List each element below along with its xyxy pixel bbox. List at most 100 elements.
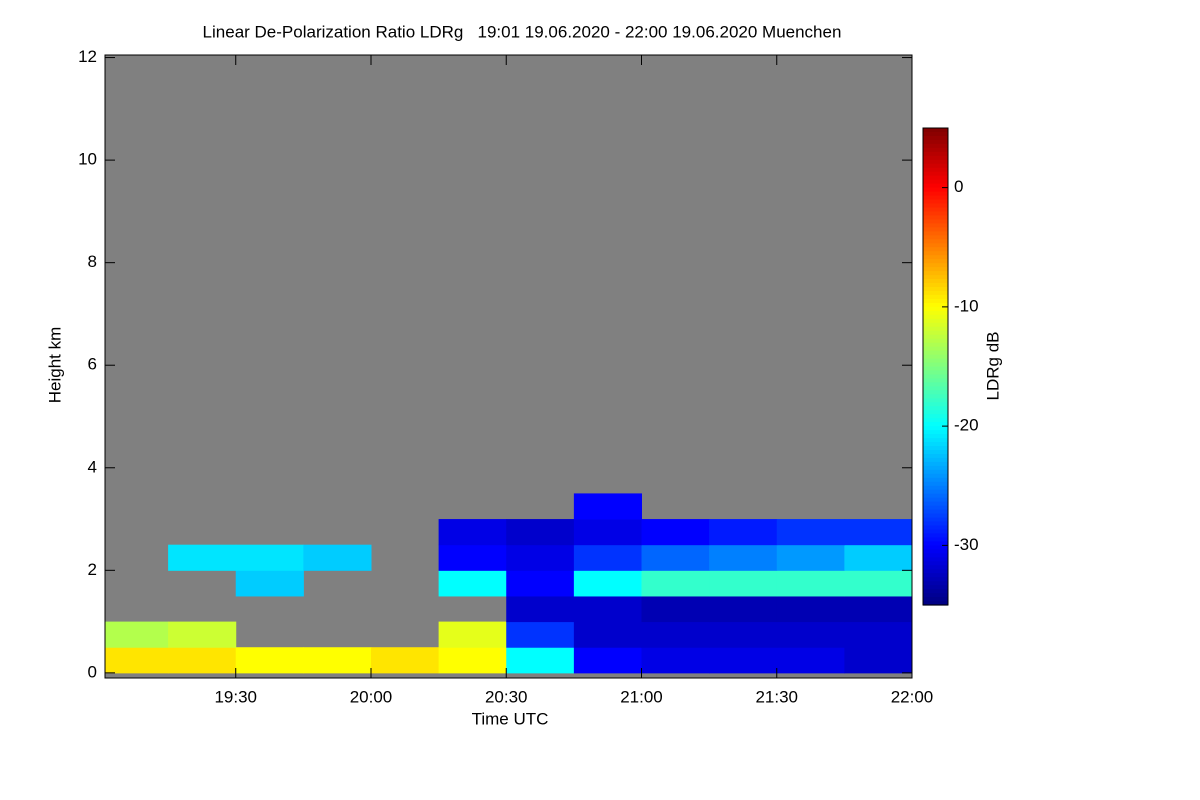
colorbar-swatch [923, 338, 948, 344]
colorbar-swatch [923, 227, 948, 232]
colorbar-swatch [923, 453, 948, 459]
colorbar-swatch [923, 573, 948, 578]
colorbar-swatch [923, 279, 948, 284]
colorbar-swatch [923, 223, 948, 228]
colorbar-swatch [923, 350, 948, 356]
heatmap-cell [641, 570, 710, 597]
colorbar-swatch [923, 497, 948, 503]
colorbar-swatch [923, 290, 948, 296]
colorbar-swatch [923, 354, 948, 360]
colorbar-swatch [923, 505, 948, 511]
colorbar-swatch [923, 322, 948, 328]
heatmap-cell [573, 570, 642, 597]
x-tick-label: 20:00 [350, 687, 393, 706]
heatmap-cell [709, 519, 778, 546]
heatmap-cell [506, 647, 575, 674]
colorbar-swatch [923, 545, 948, 550]
colorbar-swatch [923, 533, 948, 539]
colorbar-swatch [923, 366, 948, 372]
heatmap-cell [235, 570, 304, 597]
colorbar-swatch [923, 370, 948, 376]
heatmap-cell [303, 647, 372, 674]
colorbar-swatch [923, 529, 948, 535]
colorbar-swatch [923, 569, 948, 574]
y-tick-label: 10 [78, 150, 97, 169]
colorbar-swatch [923, 382, 948, 387]
colorbar-swatch [923, 310, 948, 316]
colorbar-swatch [923, 561, 948, 566]
plot-area [105, 55, 912, 678]
colorbar-swatch [923, 565, 948, 570]
colorbar-swatch [923, 231, 948, 236]
heatmap-cell [709, 647, 778, 674]
colorbar-swatch [923, 422, 948, 427]
colorbar-swatch [923, 267, 948, 272]
colorbar-swatch [923, 199, 948, 205]
colorbar-swatch [923, 159, 948, 165]
colorbar-swatch [923, 275, 948, 280]
colorbar-swatch [923, 139, 948, 145]
colorbar-swatch [923, 374, 948, 380]
colorbar-swatch [923, 271, 948, 276]
colorbar-swatch [923, 263, 948, 268]
colorbar-swatch [923, 477, 948, 483]
y-tick-label: 2 [88, 560, 97, 579]
colorbar-swatch [923, 135, 948, 141]
colorbar-swatch [923, 509, 948, 515]
y-axis-label: Height km [45, 327, 64, 404]
heatmap-cell [370, 647, 440, 674]
colorbar-swatch [923, 406, 948, 411]
x-tick-label: 21:30 [755, 687, 798, 706]
colorbar-swatch [923, 179, 948, 185]
colorbar-swatch [923, 390, 948, 395]
colorbar-swatch [923, 128, 948, 133]
colorbar-swatch [923, 243, 948, 248]
colorbar-swatch [923, 330, 948, 336]
colorbar-label: LDRg dB [983, 332, 1002, 401]
heatmap-cell [844, 519, 912, 546]
y-tick-label: 6 [88, 355, 97, 374]
colorbar-swatch [923, 410, 948, 415]
colorbar-swatch [923, 358, 948, 364]
colorbar-swatch [923, 434, 948, 439]
chart-title: Linear De-Polarization Ratio LDRg 19:01 … [203, 22, 842, 41]
colorbar-swatch [923, 183, 948, 189]
heatmap-cell [709, 570, 778, 597]
colorbar-swatch [923, 386, 948, 391]
heatmap-cell [844, 647, 912, 674]
colorbar-swatch [923, 171, 948, 177]
colorbar-swatch [923, 326, 948, 332]
heatmap-cell [573, 647, 642, 674]
heatmap-cell [438, 570, 507, 597]
heatmap-cell [168, 544, 237, 571]
heatmap-cell [105, 621, 169, 648]
colorbar-tick-label: -30 [954, 535, 979, 554]
colorbar-swatch [923, 461, 948, 467]
heatmap-cell [168, 647, 237, 674]
colorbar-swatch [923, 342, 948, 348]
heatmap-cell [776, 647, 845, 674]
colorbar-swatch [923, 589, 948, 594]
colorbar-swatch [923, 485, 948, 491]
colorbar-swatch [923, 438, 948, 443]
heatmap-cell [506, 544, 575, 571]
colorbar [923, 128, 948, 606]
heatmap-cell [709, 621, 778, 648]
y-tick-label: 8 [88, 252, 97, 271]
colorbar-swatch [923, 219, 948, 224]
colorbar-swatch [923, 517, 948, 523]
colorbar-swatch [923, 235, 948, 240]
colorbar-swatch [923, 449, 948, 455]
colorbar-swatch [923, 314, 948, 320]
colorbar-swatch [923, 493, 948, 499]
colorbar-swatch [923, 465, 948, 471]
heatmap-cell [573, 544, 642, 571]
colorbar-swatch [923, 446, 948, 451]
colorbar-tick-label: -20 [954, 416, 979, 435]
heatmap-cell [506, 595, 575, 623]
heatmap-cell [168, 621, 237, 648]
heatmap-cell [573, 595, 642, 623]
plot-frame [104, 54, 913, 679]
heatmap-cell [844, 544, 912, 571]
heatmap-cell [641, 621, 710, 648]
